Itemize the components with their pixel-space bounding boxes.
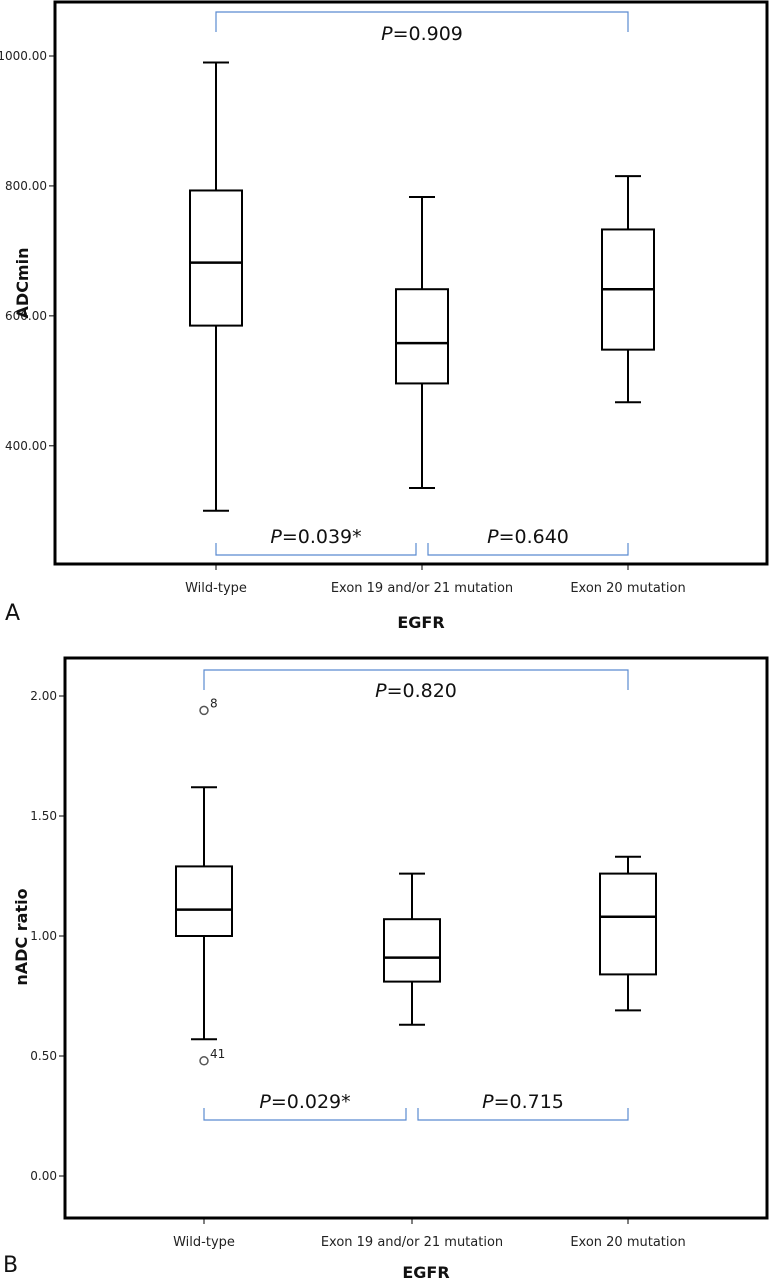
- box-2: [395, 195, 449, 490]
- iqr-box: [189, 189, 243, 327]
- y-tick-label: 800.00: [5, 179, 47, 193]
- category-label: Wild-type: [173, 1235, 235, 1250]
- outlier-point: [199, 705, 209, 716]
- panel-b: 0.00 0.50 1.00 1.50 2.00 nADC ratio Wild-type E…: [3, 656, 769, 1280]
- plot-frame: [53, 0, 769, 566]
- y-tick-label: 1.00: [30, 929, 57, 943]
- iqr-box: [383, 918, 441, 983]
- outlier-label: 8: [210, 696, 218, 710]
- p-value-label: P=0.039*: [270, 526, 361, 548]
- y-tick-label: 1000.00: [0, 49, 47, 63]
- iqr-box: [395, 288, 449, 385]
- y-tick-label: 1.50: [30, 809, 57, 823]
- p-value-label: P=0.820: [375, 680, 457, 702]
- p-value-label: P=0.715: [482, 1091, 564, 1113]
- category-label: Exon 20 mutation: [570, 1235, 685, 1250]
- category-label: Wild-type: [185, 581, 247, 596]
- y-axis-title: nADC ratio: [12, 888, 31, 985]
- bracket-line: [427, 543, 629, 556]
- panel-letter: A: [5, 601, 20, 626]
- panel-a: 400.00 600.00 800.00 1000.00 ADCmin Wild-type…: [0, 0, 769, 632]
- comparison-bracket: P=0.909: [215, 11, 629, 45]
- outlier-label: 41: [210, 1047, 225, 1061]
- category-label: Exon 20 mutation: [570, 581, 685, 596]
- box-2: [383, 872, 441, 1026]
- y-tick-label: 400.00: [5, 439, 47, 453]
- y-tick-label: 0.50: [30, 1049, 57, 1063]
- box-3: [601, 175, 655, 404]
- comparison-bracket: P=0.640: [427, 526, 629, 556]
- outlier-point: [199, 1056, 209, 1066]
- x-axis-title: EGFR: [402, 1263, 449, 1280]
- bracket-line: [203, 1108, 407, 1121]
- bracket-line: [215, 543, 417, 556]
- p-value-label: P=0.029*: [259, 1091, 350, 1113]
- y-tick-label: 2.00: [30, 689, 57, 703]
- y-tick-label: 0.00: [30, 1169, 57, 1183]
- p-value-label: P=0.640: [487, 526, 569, 548]
- plot-frame: [63, 656, 769, 1220]
- comparison-bracket: P=0.820: [203, 669, 629, 702]
- box-1: [175, 786, 233, 1041]
- category-label: Exon 19 and/or 21 mutation: [331, 581, 513, 596]
- y-axis-title: ADCmin: [13, 248, 32, 319]
- box-3: [599, 855, 657, 1012]
- iqr-box: [175, 865, 233, 938]
- bracket-line: [417, 1108, 629, 1121]
- box-1: [189, 61, 243, 512]
- panel-letter: B: [3, 1253, 18, 1278]
- category-label: Exon 19 and/or 21 mutation: [321, 1235, 503, 1250]
- iqr-box: [599, 872, 657, 976]
- p-value-label: P=0.909: [381, 23, 463, 45]
- comparison-bracket: P=0.039*: [215, 526, 417, 556]
- bracket-line: [203, 669, 629, 690]
- y-tick-label: 600.00: [5, 309, 47, 323]
- bracket-line: [215, 11, 629, 32]
- x-axis-title: EGFR: [397, 613, 444, 632]
- comparison-bracket: P=0.715: [417, 1091, 629, 1121]
- comparison-bracket: P=0.029*: [203, 1091, 407, 1121]
